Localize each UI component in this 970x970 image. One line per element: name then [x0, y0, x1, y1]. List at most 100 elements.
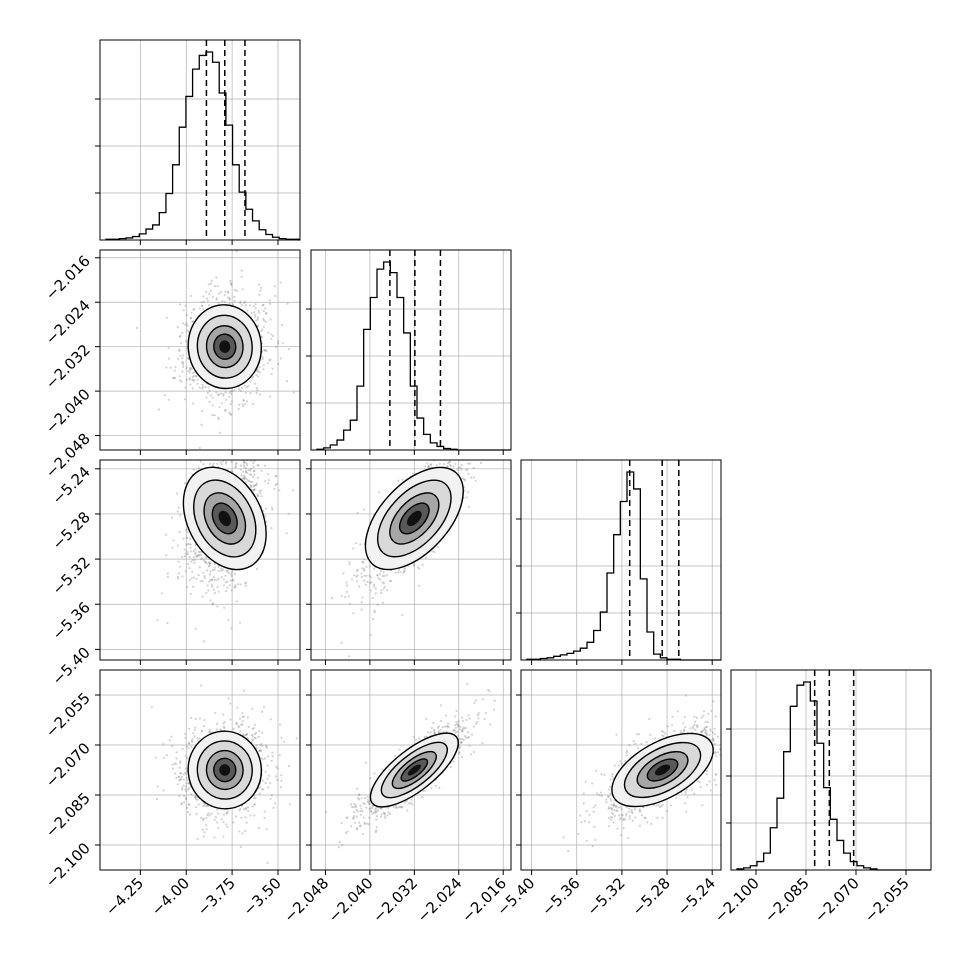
scatter-point	[236, 442, 238, 444]
scatter-point	[464, 441, 466, 443]
scatter-point	[173, 446, 175, 448]
pair-panel-2-1: −2.016−2.024−2.032−2.040−2.048	[42, 234, 301, 482]
scatter-point	[271, 367, 274, 370]
scatter-point	[200, 423, 203, 426]
scatter-point	[353, 574, 356, 577]
scatter-point	[202, 640, 205, 643]
scatter-point	[205, 556, 208, 560]
scatter-point	[474, 479, 477, 482]
scatter-point	[228, 456, 230, 458]
scatter-point	[452, 465, 455, 468]
scatter-point	[172, 539, 175, 542]
scatter-point	[230, 589, 233, 592]
scatter-point	[185, 314, 188, 317]
scatter-point	[247, 725, 250, 729]
scatter-point	[261, 356, 264, 359]
scatter-point	[217, 826, 220, 830]
scatter-point	[196, 554, 199, 557]
scatter-point	[243, 582, 247, 585]
scatter-point	[233, 439, 235, 441]
scatter-point	[256, 494, 260, 497]
scatter-point	[257, 735, 260, 739]
scatter-point	[219, 567, 223, 570]
scatter-point	[271, 751, 274, 754]
scatter-point	[210, 583, 213, 586]
scatter-point	[459, 446, 461, 448]
scatter-point	[186, 550, 189, 553]
scatter-point	[189, 543, 192, 546]
scatter-point	[268, 299, 271, 302]
scatter-point	[199, 460, 202, 463]
scatter-point	[455, 457, 457, 459]
scatter-point	[229, 413, 232, 416]
scatter-point	[374, 592, 377, 595]
scatter-point	[219, 392, 222, 395]
scatter-point	[196, 234, 198, 236]
scatter-point	[212, 575, 215, 579]
scatter-point	[212, 462, 215, 465]
contour-line	[182, 466, 267, 571]
scatter-point	[184, 340, 188, 343]
scatter-point	[253, 803, 256, 806]
scatter-point	[264, 781, 267, 785]
scatter-point	[223, 720, 226, 724]
scatter-point	[210, 578, 213, 581]
scatter-point	[208, 400, 211, 404]
scatter-point	[181, 786, 184, 790]
scatter-point	[166, 572, 169, 575]
scatter-point	[427, 466, 431, 469]
scatter-point	[183, 555, 187, 558]
scatter-point	[260, 437, 262, 439]
scatter-point	[377, 577, 380, 580]
scatter-point	[277, 340, 280, 343]
scatter-point	[215, 298, 218, 301]
scatter-point	[380, 589, 383, 592]
scatter-point	[218, 292, 221, 295]
scatter-point	[260, 286, 263, 289]
scatter-point	[269, 395, 272, 398]
scatter-point	[195, 812, 198, 816]
scatter-point	[191, 738, 194, 741]
scatter-point	[232, 727, 235, 730]
scatter-point	[167, 357, 171, 360]
scatter-point	[217, 393, 220, 396]
scatter-point	[174, 365, 177, 369]
scatter-point	[222, 454, 224, 456]
scatter-point	[203, 445, 205, 447]
y-tick-label: −2.016	[42, 252, 94, 304]
scatter-point	[243, 461, 246, 464]
scatter-point	[230, 282, 233, 286]
scatter-point	[263, 319, 266, 322]
scatter-point	[202, 805, 205, 808]
scatter-point	[192, 308, 195, 311]
scatter-point	[185, 378, 188, 381]
scatter-point	[232, 389, 236, 392]
y-tick-label: −5.36	[49, 598, 94, 643]
scatter-point	[402, 571, 405, 574]
scatter-point	[198, 554, 201, 557]
scatter-point	[260, 788, 264, 791]
scatter-point	[262, 364, 265, 367]
scatter-point	[203, 719, 206, 722]
scatter-point	[236, 427, 238, 429]
scatter-point	[179, 334, 182, 337]
axes-frame	[99, 39, 301, 241]
scatter-point	[237, 415, 239, 417]
scatter-point	[363, 569, 366, 572]
scatter-point	[482, 427, 484, 429]
scatter-point	[462, 454, 464, 456]
scatter-point	[185, 528, 188, 531]
y-tick-label: −2.085	[42, 789, 94, 841]
scatter-point	[269, 718, 272, 721]
scatter-point	[188, 367, 191, 370]
scatter-point	[225, 589, 228, 593]
scatter-point	[467, 472, 470, 475]
scatter-point	[202, 308, 205, 311]
scatter-point	[220, 569, 223, 572]
scatter-point	[260, 489, 263, 492]
scatter-point	[205, 290, 208, 294]
scatter-point	[265, 312, 268, 315]
scatter-point	[188, 567, 191, 570]
scatter-point	[256, 375, 259, 378]
